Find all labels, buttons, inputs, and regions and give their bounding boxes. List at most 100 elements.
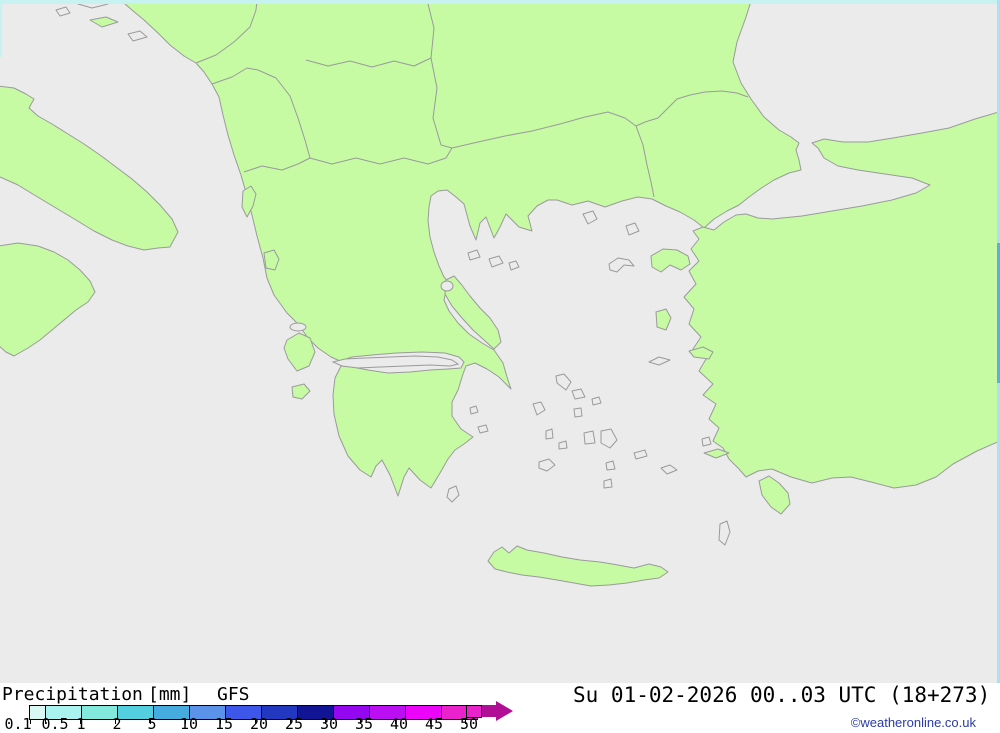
scale-segment-20 xyxy=(261,706,297,719)
border-albania-east xyxy=(257,69,311,159)
border-greece-macedonia xyxy=(309,147,453,165)
border-serbia-bulgaria xyxy=(426,0,453,149)
border-greece-turkey-evros xyxy=(635,125,655,198)
patmos-island xyxy=(701,436,712,447)
zakynthos-island xyxy=(291,383,311,400)
color-scale-bar xyxy=(29,705,478,720)
amorgos-island xyxy=(633,449,648,460)
samothrace-island xyxy=(625,222,640,236)
andros-island xyxy=(555,373,572,391)
scale-segment-10 xyxy=(189,706,225,719)
scale-tick xyxy=(255,720,256,724)
naxos-island xyxy=(600,428,618,449)
scale-tick xyxy=(220,720,221,724)
chios-island xyxy=(655,308,672,331)
ambracian-gulf xyxy=(289,322,307,332)
scale-label-10: 10 xyxy=(179,715,199,733)
scale-segment-15 xyxy=(225,706,261,719)
edge-precipitation xyxy=(0,0,1000,683)
border-albania-greece xyxy=(243,157,311,173)
scale-label-5: 5 xyxy=(147,715,157,733)
kefalonia-island xyxy=(283,332,316,372)
edge-precip-right-upper xyxy=(997,0,1000,243)
sporades-island-2 xyxy=(488,255,504,268)
balkans-greece-land xyxy=(119,0,802,497)
lefkada-island xyxy=(263,249,280,271)
scale-tick xyxy=(290,720,291,724)
scale-segment-1 xyxy=(81,706,117,719)
scale-label-30: 30 xyxy=(319,715,339,733)
copyright-text: ©weatheronline.co.uk xyxy=(850,715,976,730)
scale-segment-35 xyxy=(369,706,405,719)
legend-strip: Precipitation [mm] GFS 0.1 0.5 1 2 5 10 15 20 25… xyxy=(0,683,1000,733)
scale-tick xyxy=(395,720,396,724)
serifos-island xyxy=(558,440,568,450)
samos-island xyxy=(688,346,714,360)
kythira-island xyxy=(446,485,460,503)
astypalaia-island xyxy=(660,464,678,475)
arrow-shape xyxy=(482,701,513,721)
saronic-island-2 xyxy=(477,424,489,434)
kythnos-island xyxy=(545,428,554,440)
legend-title-unit: [mm] xyxy=(148,684,192,705)
sporades-island-3 xyxy=(508,260,520,271)
scale-label-0.5: 0.5 xyxy=(41,715,69,733)
evia-island xyxy=(444,275,502,350)
scale-label-15: 15 xyxy=(214,715,234,733)
anatolia-land xyxy=(683,111,1000,489)
scale-tick xyxy=(185,720,186,724)
scale-label-1: 1 xyxy=(76,715,86,733)
scale-segment-30 xyxy=(333,706,369,719)
syros-island xyxy=(573,407,583,418)
edge-precip-right-lower xyxy=(997,383,1000,683)
color-scale-overflow xyxy=(466,705,482,718)
italy-apulia-land xyxy=(0,85,179,251)
scale-label-50: 50 xyxy=(459,715,479,733)
lesbos-island xyxy=(650,248,691,273)
scale-segment-2 xyxy=(117,706,153,719)
scale-tick xyxy=(80,720,81,724)
precipitation-map xyxy=(0,0,1000,683)
ios-island xyxy=(605,460,616,471)
rhodes-island xyxy=(758,475,791,515)
kos-island xyxy=(703,448,730,459)
border-montenegro-albania xyxy=(211,67,259,85)
crete-island xyxy=(487,545,669,587)
border-bosnia-montenegro xyxy=(195,0,258,64)
scale-tick xyxy=(115,720,116,724)
scale-label-35: 35 xyxy=(354,715,374,733)
color-scale-arrow xyxy=(482,701,513,721)
legend-title-model: GFS xyxy=(217,684,250,705)
land-masses xyxy=(0,0,1000,587)
milos-island xyxy=(538,458,556,472)
scale-tick xyxy=(150,720,151,724)
sporades-island-1 xyxy=(467,249,481,261)
scale-label-20: 20 xyxy=(249,715,269,733)
kea-island xyxy=(532,401,546,416)
scale-segment-25 xyxy=(297,706,333,719)
scale-tick xyxy=(465,720,466,724)
scale-label-40: 40 xyxy=(389,715,409,733)
tinos-island xyxy=(571,388,586,400)
scale-tick xyxy=(45,720,46,724)
dalmatian-island-1 xyxy=(55,6,71,17)
scale-segment-40 xyxy=(405,706,441,719)
scale-tick xyxy=(325,720,326,724)
italy-calabria-land xyxy=(0,242,96,357)
scale-label-45: 45 xyxy=(424,715,444,733)
dalmatian-island-green xyxy=(89,16,119,28)
edge-precip-left xyxy=(0,0,2,57)
scale-label-2: 2 xyxy=(112,715,122,733)
scale-label-25: 25 xyxy=(284,715,304,733)
country-borders xyxy=(195,0,749,198)
forecast-datetime: Su 01-02-2026 00..03 UTC (18+273) xyxy=(573,683,991,707)
saronic-island-1 xyxy=(469,405,479,415)
dalmatian-island-3 xyxy=(127,30,148,42)
gulfs xyxy=(289,280,460,369)
scale-tick xyxy=(430,720,431,724)
scale-segment-0.5 xyxy=(45,706,81,719)
scale-segment-5 xyxy=(153,706,189,719)
mykonos-island xyxy=(591,396,602,406)
limnos-island xyxy=(608,257,635,273)
